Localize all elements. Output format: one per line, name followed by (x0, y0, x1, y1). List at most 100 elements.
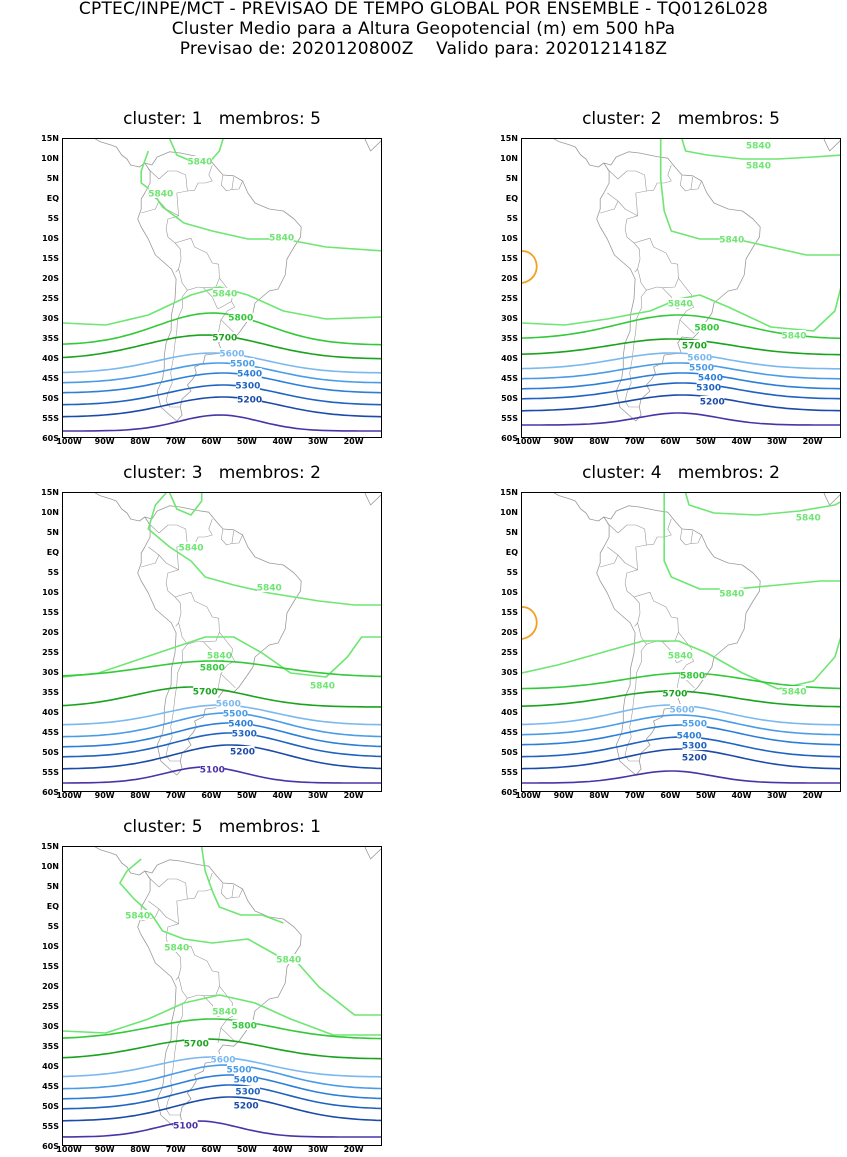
country-border (662, 278, 692, 309)
lon-tick-label: 30W (308, 791, 328, 800)
lat-tick-label: 40S (42, 354, 59, 363)
contour-5500 (522, 714, 840, 736)
contour-5400 (522, 372, 840, 390)
country-border (624, 569, 641, 627)
contour-5100 (522, 770, 840, 784)
contour-label: 5700 (193, 687, 218, 697)
contour-5840 (63, 636, 381, 678)
lat-tick-label: 5S (47, 214, 59, 223)
contour-label: 5840 (781, 331, 806, 341)
contour-label: 5840 (746, 141, 771, 151)
contour-label-bg (682, 740, 707, 750)
country-border (607, 168, 647, 217)
contour-5100 (522, 412, 840, 426)
lat-tick-label: 55S (501, 768, 518, 777)
contour-5200 (63, 396, 381, 418)
country-border (690, 534, 702, 544)
country-border (165, 290, 188, 408)
contour-label-bg (682, 718, 707, 728)
contour-5500 (63, 362, 381, 384)
panel-title: cluster: 2 membros: 5 (582, 109, 780, 129)
country-border (646, 518, 672, 546)
lat-tick-label: 15N (41, 134, 59, 143)
lon-tick-label: 50W (236, 1145, 257, 1154)
lat-tick-label: 35S (42, 688, 59, 697)
lat-tick-label: 10S (42, 942, 59, 951)
lon-tick-label: 20W (802, 791, 823, 800)
country-border (187, 164, 213, 192)
lat-tick-label: 5N (46, 528, 59, 537)
lat-tick-label: 10S (501, 234, 518, 243)
lon-tick-label: 50W (236, 437, 257, 446)
lat-tick-label: 15S (42, 608, 59, 617)
map-panel: 5840 5840 5840 5840 5800 5700 5600 5500 5400 5300… (62, 492, 382, 792)
contour-label: 5840 (668, 299, 693, 309)
contour-label: 5300 (235, 381, 260, 391)
lat-tick-label: 15N (500, 134, 518, 143)
coastline-south-america (596, 505, 761, 776)
contour-label: 5400 (677, 731, 702, 741)
lat-tick-label: 50S (501, 748, 518, 757)
contour-label: 5840 (276, 955, 301, 965)
contour-label-bg (698, 372, 723, 382)
lon-tick-label: 40W (272, 791, 293, 800)
lon-tick-label: 90W (94, 791, 115, 800)
lon-tick-label: 30W (308, 1145, 328, 1154)
contour-label-bg (223, 708, 248, 718)
contour-label-bg (219, 348, 244, 358)
lat-tick-label: 30S (42, 314, 59, 323)
lon-tick-label: 70W (624, 437, 645, 446)
contour-5200 (522, 748, 840, 770)
contour-label: 5200 (700, 397, 725, 407)
lat-tick-label: 5S (47, 922, 59, 931)
lat-tick-label: 15N (41, 488, 59, 497)
country-border (217, 1027, 222, 1044)
contour-5400 (63, 1074, 381, 1100)
lon-tick-label: 30W (308, 437, 328, 446)
lat-tick-label: EQ (46, 902, 59, 911)
contour-label: 5500 (689, 363, 714, 373)
contour-label-bg (184, 1038, 209, 1048)
contour-label: 5100 (200, 765, 225, 775)
contour-label-bg (212, 1006, 237, 1016)
lat-tick-label: 55S (42, 768, 59, 777)
contour-label-bg (232, 728, 257, 738)
country-border (203, 986, 233, 1017)
country-border (633, 591, 679, 645)
lon-tick-label: 20W (343, 791, 364, 800)
lon-tick-label: 50W (695, 437, 716, 446)
lat-tick-label: 50S (501, 394, 518, 403)
lon-tick-label: 60W (660, 791, 681, 800)
country-border (676, 319, 681, 336)
coastline-central-america (94, 493, 146, 522)
lat-tick-label: 20S (42, 274, 59, 283)
map-panel: 5840 5840 5840 5840 5800 5700 5600 5500 5400 5300… (62, 846, 382, 1146)
panel-title: cluster: 5 membros: 1 (123, 817, 321, 837)
contour-label: 5700 (682, 341, 707, 351)
contour-5200 (522, 394, 840, 412)
country-border (148, 876, 188, 925)
contour-5840 (200, 847, 284, 924)
contour-label: 5500 (230, 359, 255, 369)
lat-tick-label: EQ (505, 194, 518, 203)
contour-label: 5800 (694, 323, 719, 333)
lat-tick-label: 30S (42, 1022, 59, 1031)
lat-tick-label: 40S (501, 708, 518, 717)
contour-5100 (63, 1120, 381, 1138)
contour-label: 5700 (212, 333, 237, 343)
contour-label: 5600 (216, 699, 241, 709)
lon-tick-label: 30W (767, 791, 787, 800)
lat-tick-label: 5N (46, 882, 59, 891)
lat-tick-label: 10N (41, 508, 59, 517)
country-border (679, 301, 695, 335)
coastline-south-america (137, 151, 302, 422)
lat-tick-label: EQ (505, 548, 518, 557)
lon-tick-label: 40W (731, 437, 752, 446)
lat-tick-label: 5N (505, 528, 518, 537)
contour-5800 (63, 1018, 381, 1040)
header-line-1: CPTEC/INPE/MCT - PREVISAO DE TEMPO GLOBA… (78, 0, 769, 19)
country-border (165, 215, 182, 273)
contour-5700 (63, 1038, 381, 1060)
contour-label-bg (237, 368, 262, 378)
country-border (231, 180, 243, 190)
